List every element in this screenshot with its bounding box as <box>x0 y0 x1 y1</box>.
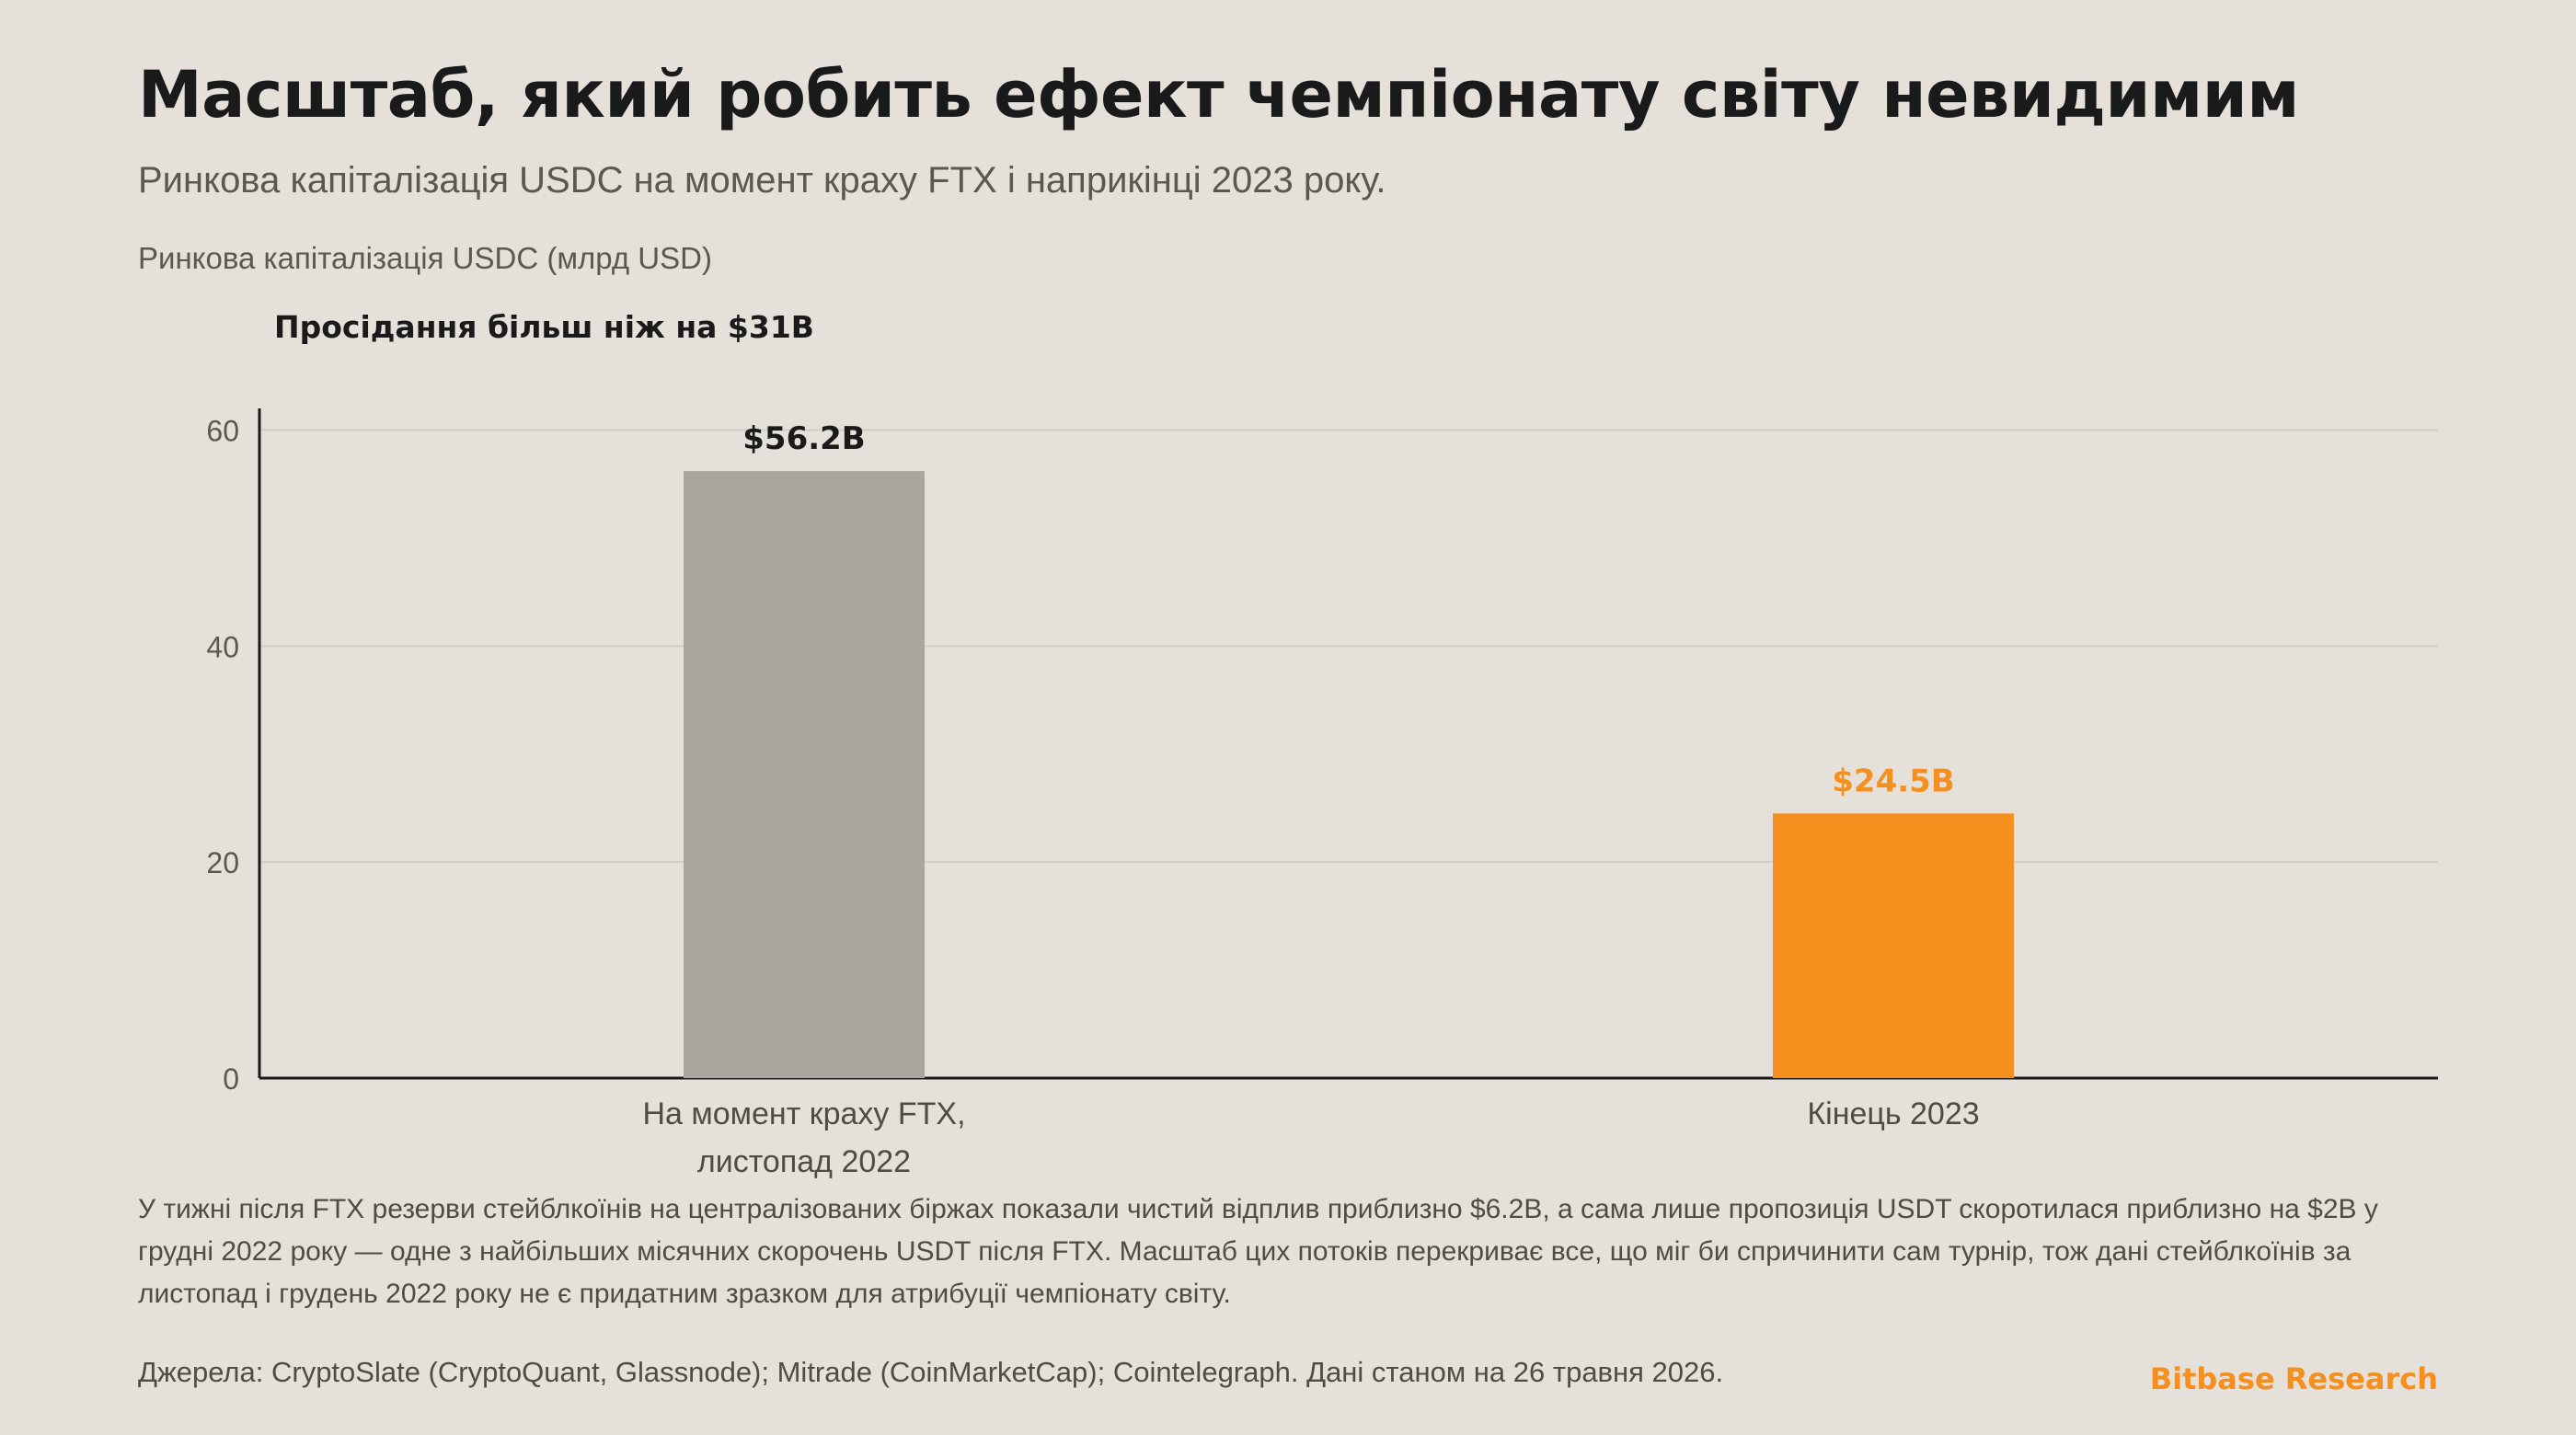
x-category-label: На момент краху FTX, <box>642 1096 965 1131</box>
x-category-label: листопад 2022 <box>697 1144 911 1179</box>
brand-logo-text: Bitbase Research <box>2149 1361 2438 1396</box>
y-tick-label: 0 <box>223 1062 239 1096</box>
bar-value-label: $24.5B <box>1832 763 1954 799</box>
bar <box>684 471 925 1078</box>
y-tick-label: 20 <box>206 846 239 879</box>
bar <box>1773 813 2014 1078</box>
source-note: Джерела: CryptoSlate (CryptoQuant, Glass… <box>138 1356 1724 1388</box>
y-tick-label: 60 <box>206 414 239 447</box>
chart-title: Масштаб, який робить ефект чемпіонату св… <box>138 57 2299 132</box>
y-tick-label: 40 <box>206 630 239 663</box>
drawdown-annotation: Просідання більш ніж на $31B <box>274 309 814 345</box>
explanatory-note: У тижні після FTX резерви стейблкоїнів н… <box>138 1194 2378 1309</box>
x-category-label: Кінець 2023 <box>1807 1096 1979 1131</box>
chart-subtitle: Ринкова капіталізація USDC на момент кра… <box>138 160 1386 201</box>
y-axis-unit-label: Ринкова капіталізація USDC (млрд USD) <box>138 241 712 275</box>
bar-chart: 0 20 40 60 $56.2B На момент краху FTX, листопа… <box>206 408 2438 1179</box>
bar-value-label: $56.2B <box>742 420 865 457</box>
